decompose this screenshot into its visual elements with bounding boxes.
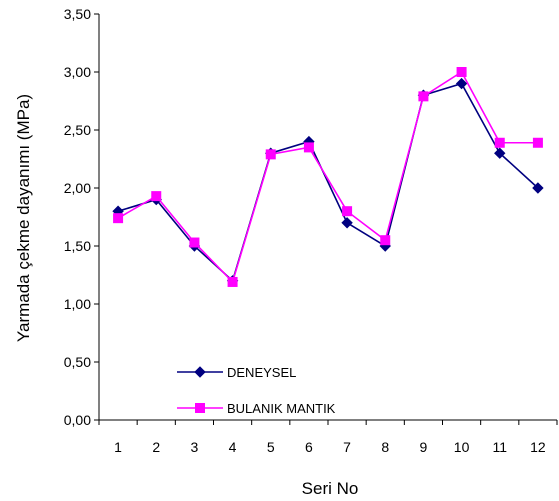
x-tick-label: 10 — [454, 439, 470, 455]
data-point — [418, 91, 429, 102]
x-axis: 1 2 3 4 5 6 7 8 9 10 11 12 — [98, 419, 558, 455]
x-tick-label: 3 — [191, 439, 199, 455]
legend-item: DENEYSEL — [177, 365, 296, 380]
x-tick-label: 8 — [381, 439, 389, 455]
data-point — [532, 137, 543, 148]
series-1 — [112, 77, 544, 287]
data-point — [455, 77, 468, 90]
y-axis-title: Yarmada çekme dayanımı (MPa) — [14, 94, 33, 342]
data-point — [227, 276, 238, 287]
data-point — [265, 149, 276, 160]
data-point — [456, 67, 467, 77]
x-tick-label: 6 — [305, 439, 313, 455]
data-point — [380, 235, 391, 246]
y-tick-label: 3,00 — [64, 64, 91, 80]
legend-label: BULANIK MANTIK — [227, 401, 336, 416]
legend-marker — [194, 366, 206, 378]
data-point — [113, 213, 124, 224]
x-tick-label: 2 — [152, 439, 160, 455]
y-tick-label: 0,00 — [64, 412, 91, 428]
y-tick-label: 1,00 — [64, 296, 91, 312]
x-tick-label: 9 — [420, 439, 428, 455]
data-point — [151, 191, 162, 202]
y-tick-label: 2,00 — [64, 180, 91, 196]
x-tick-label: 1 — [114, 439, 122, 455]
series-2 — [113, 67, 543, 287]
x-axis-title: Seri No — [302, 479, 359, 498]
y-tick-label: 3,50 — [64, 6, 91, 22]
data-point — [341, 217, 353, 229]
x-tick-label: 12 — [530, 439, 546, 455]
legend-marker — [195, 403, 205, 413]
data-point — [532, 182, 544, 194]
legend: DENEYSEL BULANIK MANTIK — [177, 365, 336, 416]
y-tick-label: 1,50 — [64, 238, 91, 254]
x-tick-label: 7 — [343, 439, 351, 455]
legend-label: DENEYSEL — [227, 365, 296, 380]
data-point — [189, 237, 200, 248]
y-tick-label: 2,50 — [64, 122, 91, 138]
series-layer — [112, 67, 544, 287]
x-tick-label: 11 — [492, 439, 507, 455]
legend-item: BULANIK MANTIK — [177, 401, 336, 416]
data-point — [494, 137, 505, 148]
series-line — [117, 82, 539, 283]
y-tick-label: 0,50 — [64, 354, 91, 370]
series-line — [117, 70, 538, 284]
x-tick-label: 5 — [267, 439, 275, 455]
data-point — [342, 206, 353, 217]
y-axis: 0,00 0,50 1,00 1,50 2,00 2,50 3,00 3,50 — [64, 6, 100, 428]
data-point — [303, 142, 314, 153]
x-tick-label: 4 — [229, 439, 237, 455]
data-point — [494, 147, 506, 159]
